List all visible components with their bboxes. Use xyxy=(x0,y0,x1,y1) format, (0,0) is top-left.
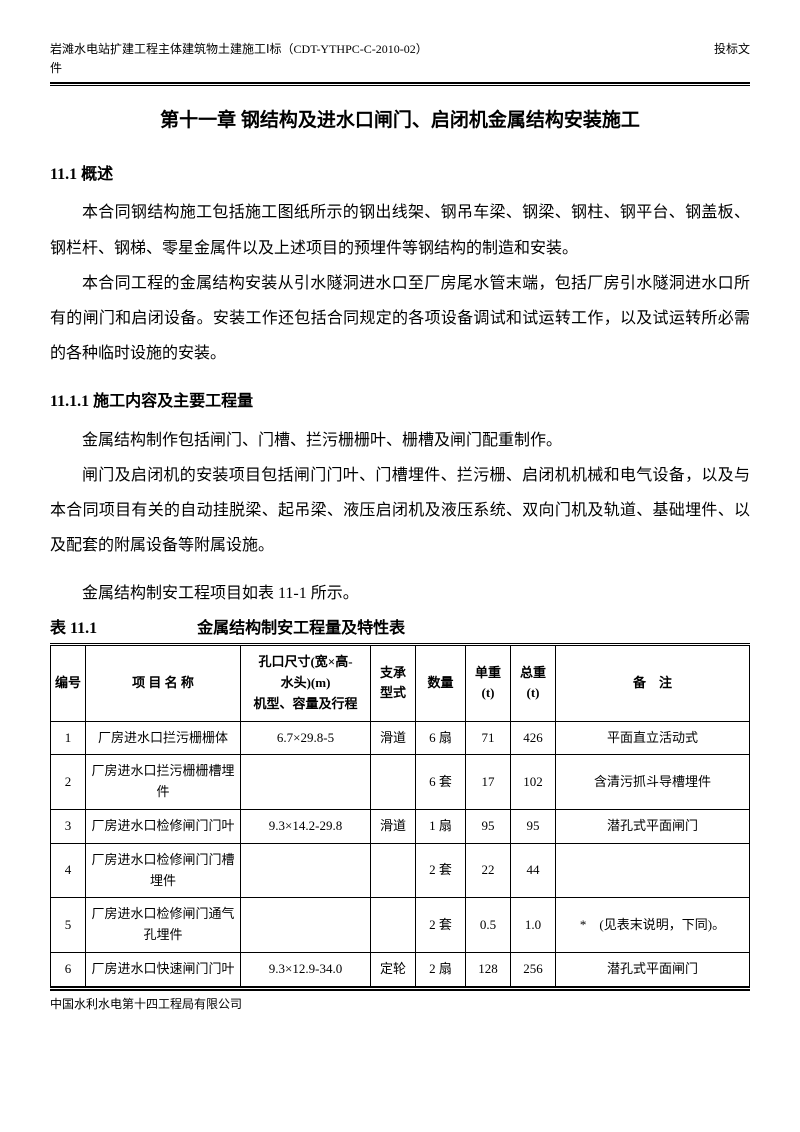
table-cell: 含清污抓斗导槽埋件 xyxy=(556,755,750,810)
th-support: 支承型式 xyxy=(371,645,416,721)
table-cell: 9.3×12.9-34.0 xyxy=(241,953,371,987)
table-cell: 2 扇 xyxy=(416,953,466,987)
table-cell xyxy=(371,898,416,953)
header-divider xyxy=(50,85,750,86)
table-cell: 22 xyxy=(466,843,511,898)
table-cell: * (见表末说明，下同)。 xyxy=(556,898,750,953)
table-cell xyxy=(241,898,371,953)
th-qty: 数量 xyxy=(416,645,466,721)
section-heading: 11.1 概述 xyxy=(50,162,750,188)
header-left: 岩滩水电站扩建工程主体建筑物土建施工Ⅰ标（CDT-YTHPC-C-2010-02… xyxy=(50,40,428,78)
table-cell: 9.3×14.2-29.8 xyxy=(241,810,371,844)
body-paragraph: 本合同工程的金属结构安装从引水隧洞进水口至厂房尾水管末端，包括厂房引水隧洞进水口… xyxy=(50,266,750,372)
body-paragraph: 闸门及启闭机的安装项目包括闸门门叶、门槽埋件、拦污栅、启闭机机械和电气设备，以及… xyxy=(50,458,750,564)
table-row: 4厂房进水口检修闸门门槽埋件 2 套2244 xyxy=(51,843,750,898)
table-cell: 6.7×29.8-5 xyxy=(241,721,371,755)
th-note: 备 注 xyxy=(556,645,750,721)
table-cell: 厂房进水口检修闸门门叶 xyxy=(86,810,241,844)
th-unit: 单重(t) xyxy=(466,645,511,721)
table-intro: 金属结构制安工程项目如表 11-1 所示。 xyxy=(50,578,750,610)
table-cell: 2 套 xyxy=(416,843,466,898)
table-cell: 平面直立活动式 xyxy=(556,721,750,755)
table-cell: 6 套 xyxy=(416,755,466,810)
header-left-line1: 岩滩水电站扩建工程主体建筑物土建施工Ⅰ标（CDT-YTHPC-C-2010-02… xyxy=(50,42,428,56)
table-cell xyxy=(371,755,416,810)
footer-divider xyxy=(50,989,750,991)
table-header-row: 编号 项 目 名 称 孔口尺寸(宽×高-水头)(m)机型、容量及行程 支承型式 … xyxy=(51,645,750,721)
body-paragraph: 本合同钢结构施工包括施工图纸所示的钢出线架、钢吊车梁、钢梁、钢柱、钢平台、钢盖板… xyxy=(50,195,750,265)
table-row: 2厂房进水口拦污栅栅槽埋件 6 套17102含清污抓斗导槽埋件 xyxy=(51,755,750,810)
th-name: 项 目 名 称 xyxy=(86,645,241,721)
table-cell: 滑道 xyxy=(371,721,416,755)
table-cell: 102 xyxy=(511,755,556,810)
table-cell: 2 xyxy=(51,755,86,810)
header-right: 投标文 xyxy=(714,40,750,78)
table-cell: 潜孔式平面闸门 xyxy=(556,810,750,844)
table-cell: 厂房进水口快速闸门门叶 xyxy=(86,953,241,987)
table-cell: 潜孔式平面闸门 xyxy=(556,953,750,987)
table-cell: 滑道 xyxy=(371,810,416,844)
table-cell: 95 xyxy=(466,810,511,844)
table-cell xyxy=(556,843,750,898)
table-cell: 6 xyxy=(51,953,86,987)
table-cell: 1 扇 xyxy=(416,810,466,844)
th-size: 孔口尺寸(宽×高-水头)(m)机型、容量及行程 xyxy=(241,645,371,721)
table-cell xyxy=(241,843,371,898)
table-row: 1厂房进水口拦污栅栅体6.7×29.8-5滑道6 扇71426平面直立活动式 xyxy=(51,721,750,755)
chapter-title: 第十一章 钢结构及进水口闸门、启闭机金属结构安装施工 xyxy=(50,106,750,136)
body-paragraph: 金属结构制作包括闸门、门槽、拦污栅栅叶、栅槽及闸门配重制作。 xyxy=(50,423,750,458)
table-cell: 256 xyxy=(511,953,556,987)
table-cell: 1 xyxy=(51,721,86,755)
table-cell: 厂房进水口拦污栅栅体 xyxy=(86,721,241,755)
page-header: 岩滩水电站扩建工程主体建筑物土建施工Ⅰ标（CDT-YTHPC-C-2010-02… xyxy=(50,40,750,78)
table-cell: 3 xyxy=(51,810,86,844)
page-footer: 中国水利水电第十四工程局有限公司 xyxy=(50,995,750,1014)
table-number: 表 11.1 xyxy=(50,616,97,642)
table-cell: 95 xyxy=(511,810,556,844)
table-cell xyxy=(241,755,371,810)
table-cell: 71 xyxy=(466,721,511,755)
th-total: 总重(t) xyxy=(511,645,556,721)
table-cell: 1.0 xyxy=(511,898,556,953)
data-table: 编号 项 目 名 称 孔口尺寸(宽×高-水头)(m)机型、容量及行程 支承型式 … xyxy=(50,643,750,987)
table-cell: 厂房进水口拦污栅栅槽埋件 xyxy=(86,755,241,810)
table-cell: 44 xyxy=(511,843,556,898)
table-cell: 6 扇 xyxy=(416,721,466,755)
header-left-line2: 件 xyxy=(50,61,62,75)
footer-divider xyxy=(50,987,750,988)
section-heading: 11.1.1 施工内容及主要工程量 xyxy=(50,389,750,415)
table-cell: 0.5 xyxy=(466,898,511,953)
table-row: 6厂房进水口快速闸门门叶9.3×12.9-34.0定轮2 扇128256潜孔式平… xyxy=(51,953,750,987)
table-cell: 17 xyxy=(466,755,511,810)
table-caption: 表 11.1 金属结构制安工程量及特性表 xyxy=(50,616,750,642)
table-cell: 定轮 xyxy=(371,953,416,987)
table-cell: 4 xyxy=(51,843,86,898)
table-row: 5厂房进水口检修闸门通气孔埋件 2 套0.51.0* (见表末说明，下同)。 xyxy=(51,898,750,953)
table-cell: 426 xyxy=(511,721,556,755)
table-cell: 2 套 xyxy=(416,898,466,953)
table-cell xyxy=(371,843,416,898)
table-row: 3厂房进水口检修闸门门叶9.3×14.2-29.8滑道1 扇9595潜孔式平面闸… xyxy=(51,810,750,844)
th-num: 编号 xyxy=(51,645,86,721)
header-divider xyxy=(50,82,750,84)
table-cell: 厂房进水口检修闸门通气孔埋件 xyxy=(86,898,241,953)
table-title: 金属结构制安工程量及特性表 xyxy=(197,616,405,642)
table-cell: 厂房进水口检修闸门门槽埋件 xyxy=(86,843,241,898)
table-cell: 5 xyxy=(51,898,86,953)
table-cell: 128 xyxy=(466,953,511,987)
